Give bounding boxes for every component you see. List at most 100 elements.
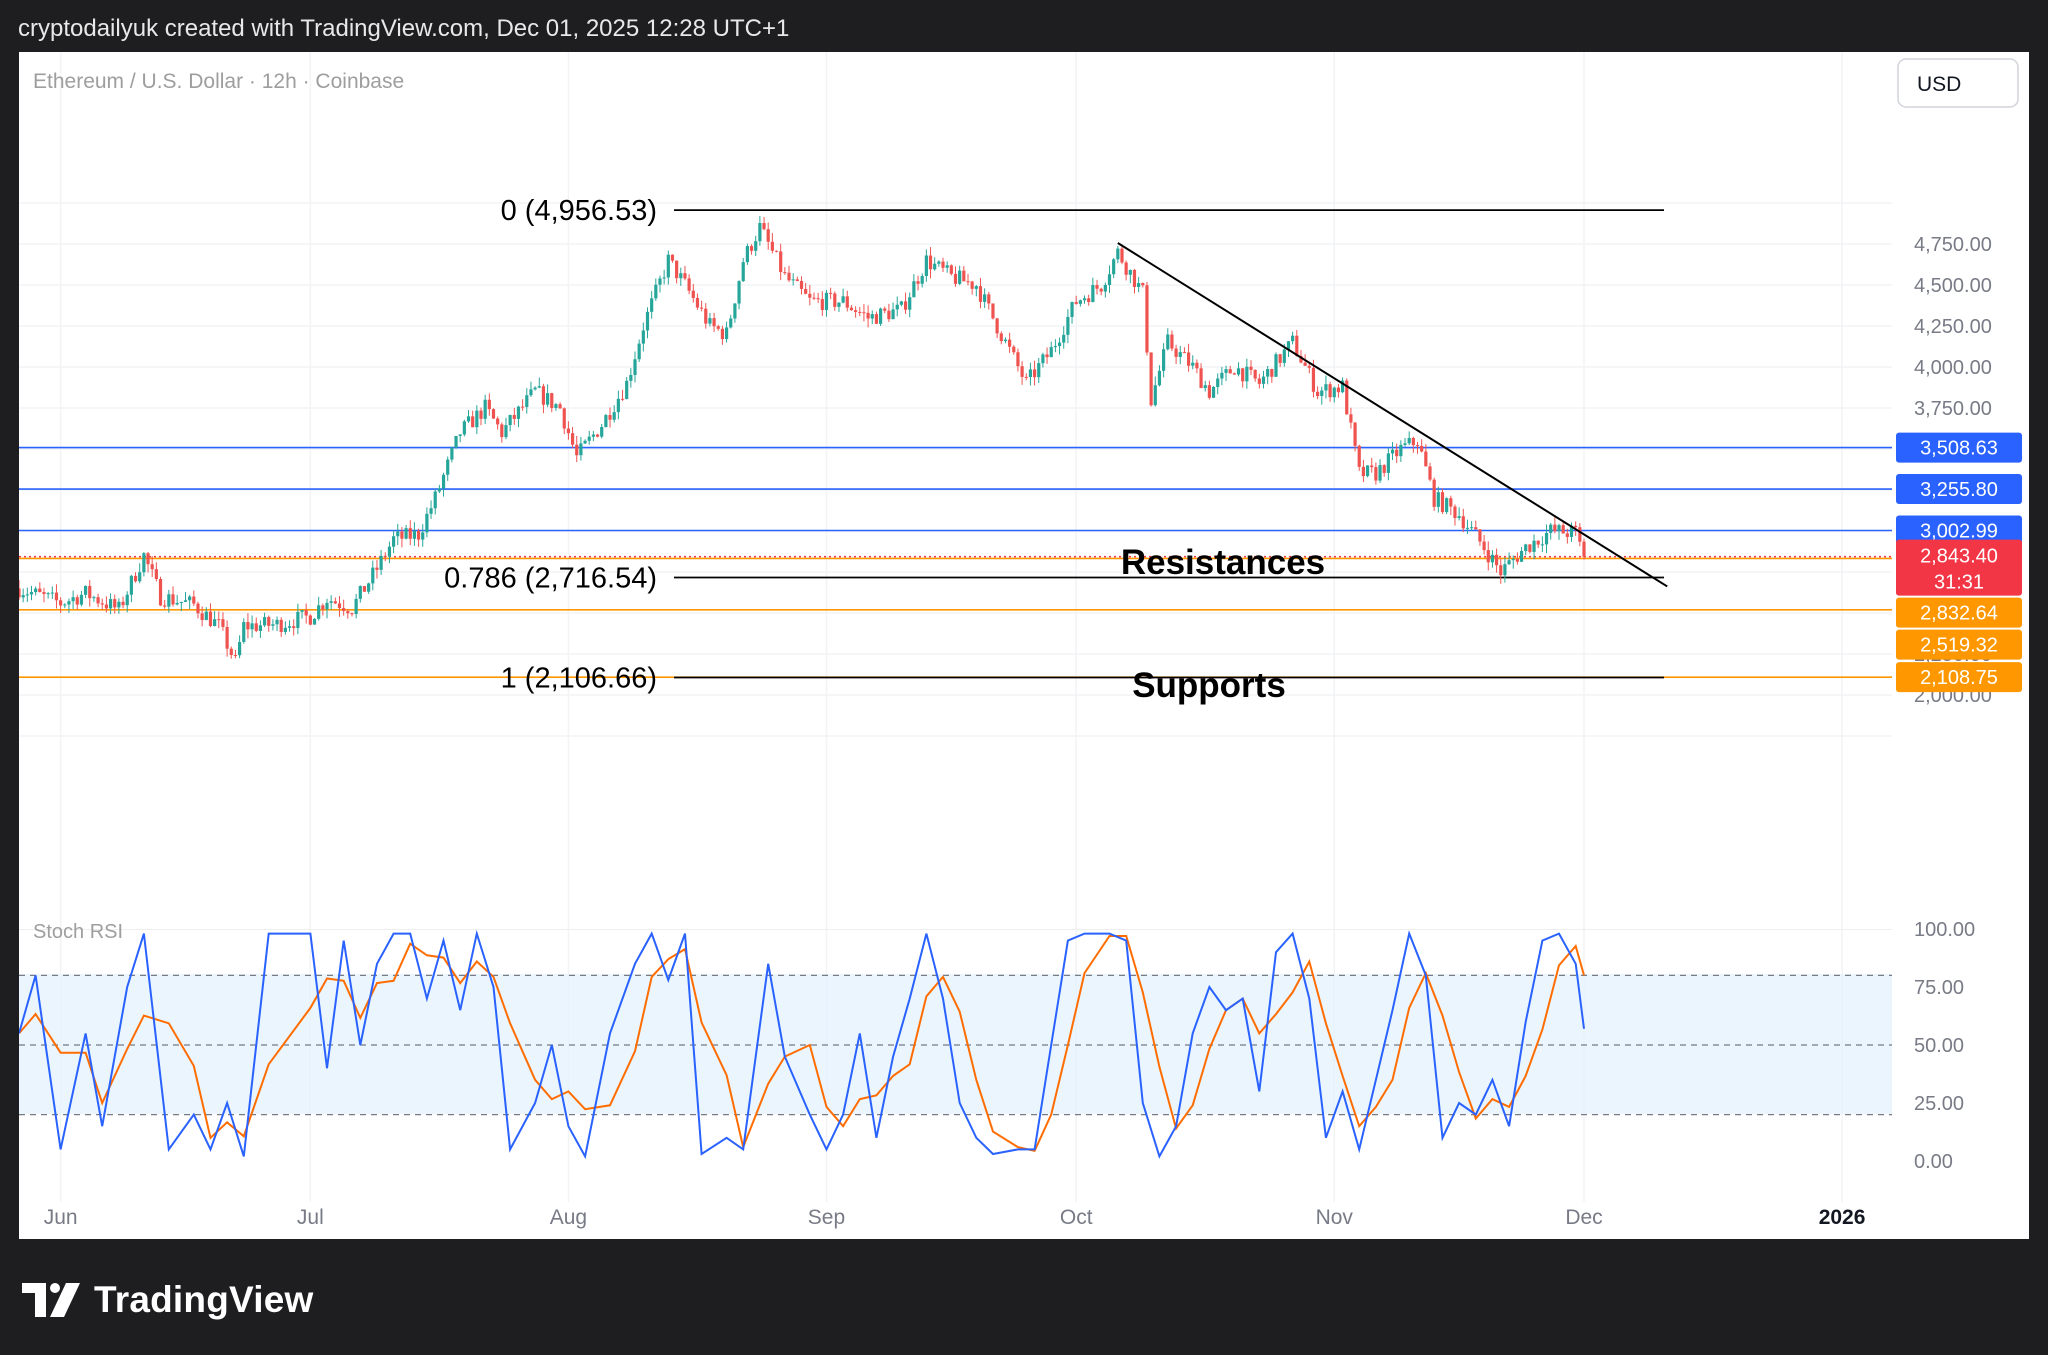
candle	[1257, 378, 1261, 384]
candle	[1365, 465, 1370, 477]
candle	[462, 421, 466, 435]
candle	[783, 272, 787, 274]
candle	[670, 254, 675, 261]
candle	[1078, 300, 1082, 304]
candle	[1211, 386, 1216, 398]
resistance-price-badge	[1896, 515, 2022, 546]
candle	[333, 601, 337, 604]
candle	[504, 425, 508, 438]
currency-button[interactable]	[1897, 58, 2019, 108]
support-price-badge-text: 2,108.75	[1920, 667, 1998, 689]
candle	[799, 280, 804, 289]
candle	[1328, 384, 1332, 398]
candle	[375, 567, 379, 570]
candle	[733, 303, 737, 319]
candle	[1116, 248, 1120, 260]
stoch-band-lines	[19, 974, 1892, 1116]
candle	[1016, 352, 1020, 367]
candle	[849, 307, 854, 311]
footer: TradingView	[0, 1239, 2048, 1355]
candle	[404, 528, 408, 539]
stoch-tick-label: 0.00	[1914, 1151, 1953, 1173]
candle	[229, 648, 233, 656]
candle	[1436, 492, 1440, 507]
candle	[1307, 365, 1311, 368]
candle	[346, 611, 350, 614]
resistance-price-badge	[1896, 474, 2022, 505]
attribution-bar: cryptodailyuk created with TradingView.c…	[0, 0, 2048, 52]
candle	[50, 592, 54, 594]
resistance-price-badge-text: 3,002.99	[1920, 521, 1998, 543]
candle	[34, 588, 38, 593]
trendline[interactable]	[1117, 242, 1668, 588]
candle	[1107, 274, 1112, 286]
candle	[812, 297, 816, 299]
candle	[1003, 339, 1008, 342]
candle	[175, 602, 179, 605]
candle	[1474, 527, 1478, 530]
candle	[546, 393, 550, 405]
candle	[987, 294, 991, 304]
candle	[142, 553, 146, 573]
candle	[1361, 466, 1365, 477]
candle	[171, 594, 175, 605]
candle	[158, 578, 163, 606]
candle	[1524, 544, 1528, 552]
candle	[712, 318, 716, 327]
candle	[1574, 525, 1578, 528]
candle	[541, 386, 546, 405]
candle	[529, 389, 533, 396]
candle	[1087, 298, 1091, 302]
candle	[1374, 467, 1378, 481]
last-price-badge	[1896, 539, 2022, 596]
candle	[425, 513, 429, 533]
candle	[433, 491, 437, 509]
tradingview-logo[interactable]: TradingView	[22, 1279, 313, 1321]
candle	[1440, 492, 1445, 513]
candle	[121, 601, 125, 606]
candle	[308, 615, 312, 625]
candle	[804, 288, 808, 294]
candle	[608, 415, 612, 420]
candle	[1041, 354, 1045, 364]
candle	[575, 444, 579, 456]
candle	[1386, 453, 1390, 473]
candle	[1166, 334, 1170, 350]
candle	[1507, 560, 1511, 565]
candle	[458, 434, 462, 436]
time-axis-label: Dec	[1565, 1206, 1602, 1229]
candle	[1028, 369, 1033, 378]
candle	[658, 278, 662, 285]
candle	[1066, 316, 1070, 335]
candle	[1565, 533, 1569, 537]
candle	[1486, 550, 1490, 563]
candle	[895, 304, 899, 310]
candle	[63, 604, 67, 606]
candle	[213, 619, 217, 627]
candle	[604, 415, 608, 428]
candle	[641, 330, 645, 344]
support-price-badge	[1896, 597, 2022, 628]
candle	[737, 281, 741, 304]
chart-panel[interactable]: 0 (4,956.53) 0.786 (2,716.54) 1 (2,106.66)…	[19, 52, 2029, 1239]
candle	[1494, 554, 1499, 566]
candle	[924, 255, 928, 277]
annotations: Resistances Supports	[1121, 543, 1325, 705]
price-chart[interactable]: 0 (4,956.53) 0.786 (2,716.54) 1 (2,106.66)…	[19, 52, 2029, 1239]
time-axis-label: Sep	[808, 1206, 845, 1229]
candle	[108, 599, 113, 609]
candle	[496, 418, 500, 425]
candle	[1557, 525, 1561, 532]
candle	[550, 393, 554, 408]
candle	[1478, 529, 1482, 542]
candle	[217, 619, 221, 621]
candle	[46, 593, 50, 595]
candle	[612, 412, 616, 420]
candle	[1390, 449, 1395, 454]
candle	[258, 625, 263, 631]
candle	[1428, 466, 1432, 480]
candle	[1424, 451, 1428, 467]
attribution-text: cryptodailyuk created with TradingView.c…	[18, 15, 790, 42]
candle	[920, 276, 924, 284]
candle	[396, 531, 400, 537]
